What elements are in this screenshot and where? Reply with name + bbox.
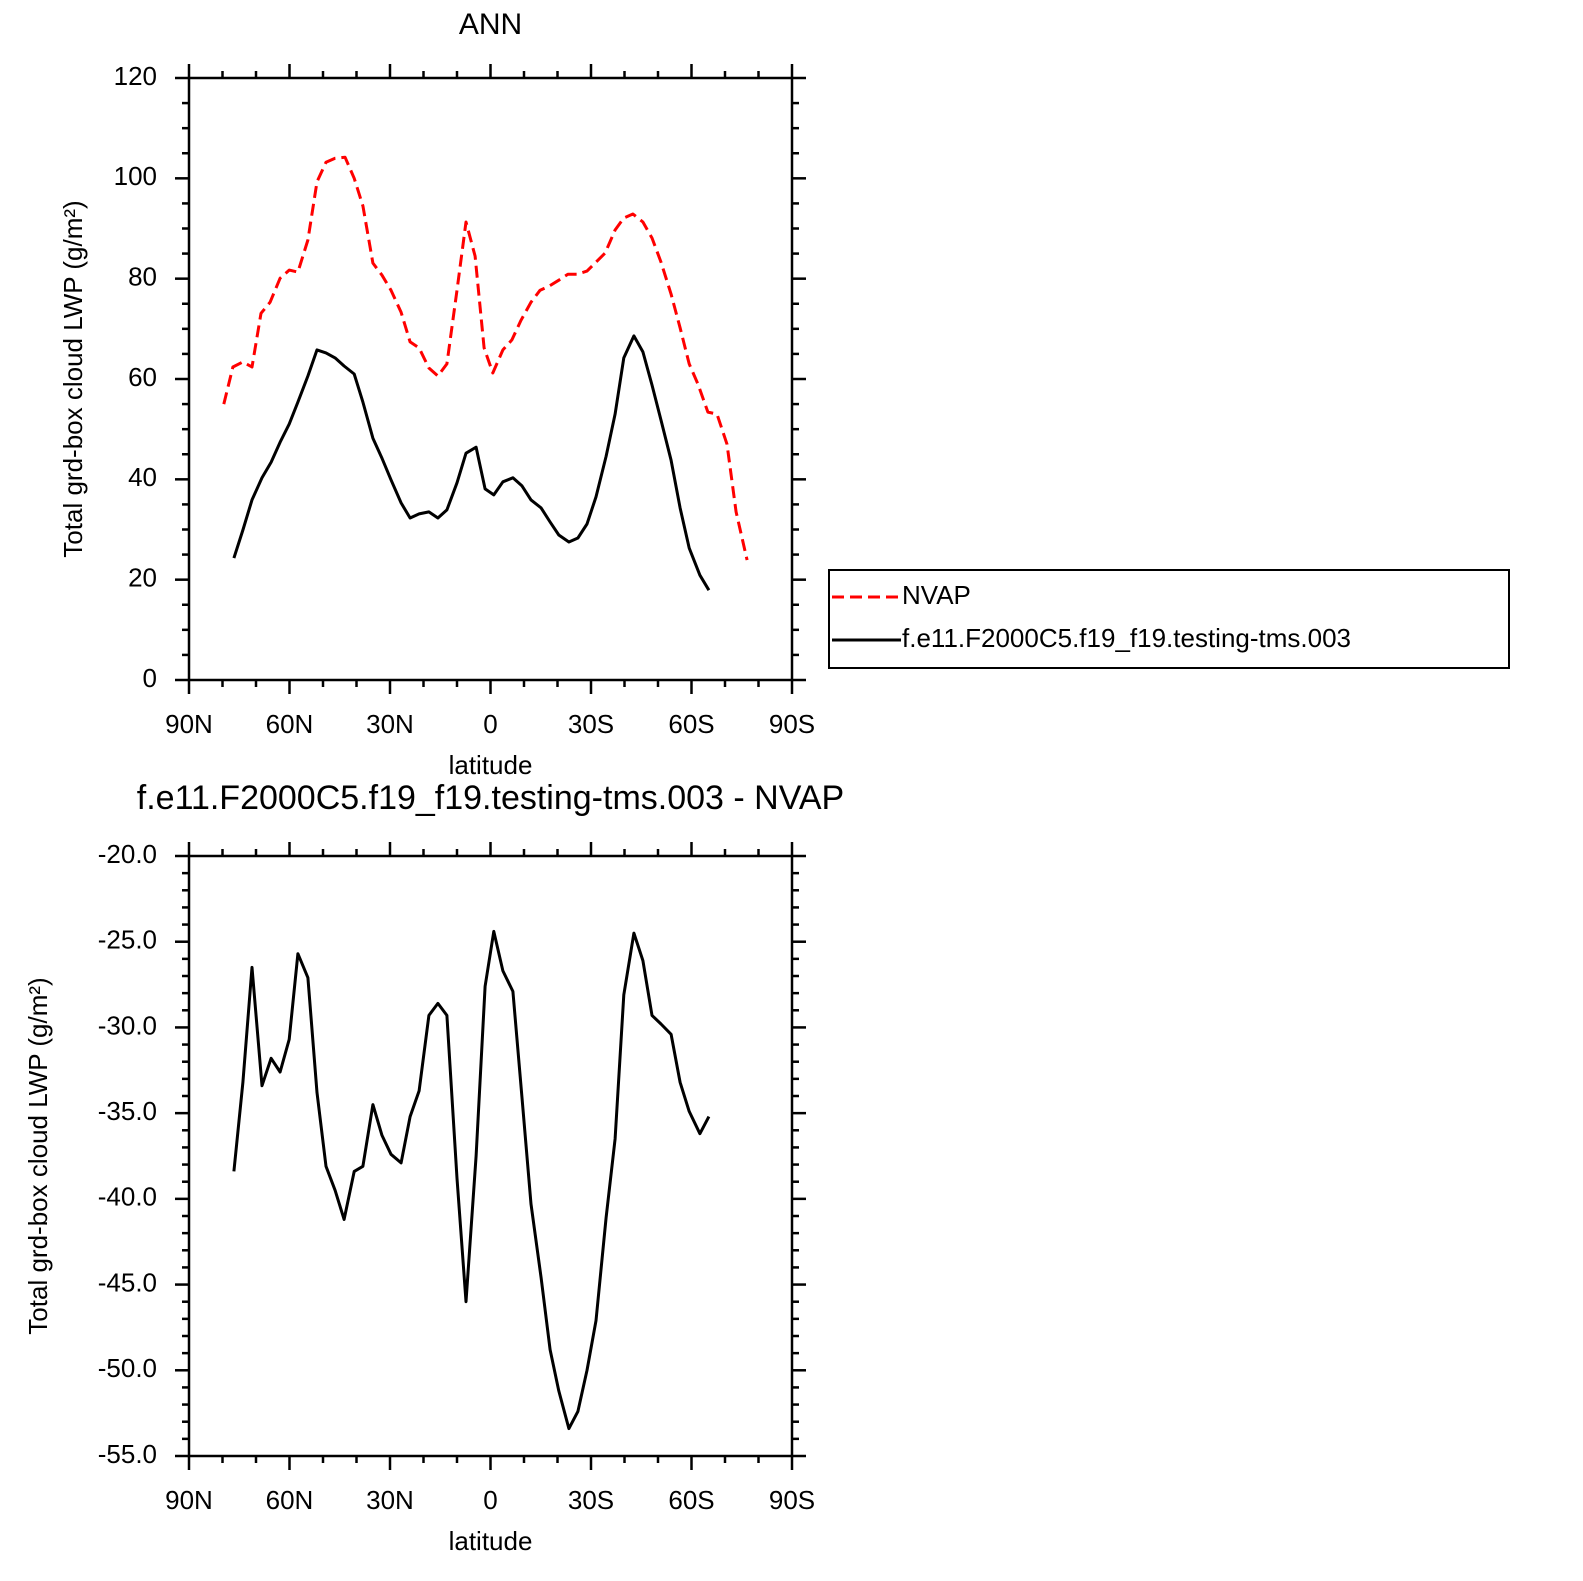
y-tick-label: 0 bbox=[143, 663, 157, 693]
x-axis-label: latitude bbox=[449, 750, 533, 780]
x-tick-label: 30S bbox=[568, 709, 614, 739]
chart-title: ANN bbox=[459, 8, 522, 41]
x-tick-label: 60N bbox=[266, 709, 314, 739]
y-tick-label: -50.0 bbox=[98, 1353, 157, 1383]
y-tick-label: -30.0 bbox=[98, 1010, 157, 1040]
x-axis-label: latitude bbox=[449, 1526, 533, 1556]
x-tick-label: 90S bbox=[769, 709, 815, 739]
x-tick-label: 90S bbox=[769, 1485, 815, 1515]
x-tick-label: 30S bbox=[568, 1485, 614, 1515]
legend-label: f.e11.F2000C5.f19_f19.testing-tms.003 bbox=[902, 623, 1351, 653]
plot-frame bbox=[187, 76, 794, 682]
y-axis-label: Total grd-box cloud LWP (g/m²) bbox=[58, 200, 88, 557]
x-tick-label: 30N bbox=[366, 1485, 414, 1515]
y-tick-label: -25.0 bbox=[98, 925, 157, 955]
y-tick-label: -55.0 bbox=[98, 1439, 157, 1469]
x-tick-label: 0 bbox=[483, 1485, 497, 1515]
x-tick-label: 60S bbox=[668, 709, 714, 739]
x-tick-label: 90N bbox=[165, 1485, 213, 1515]
x-tick-label: 30N bbox=[366, 709, 414, 739]
plot: f.e11.F2000C5.f19_f19.testing-tms.003 - … bbox=[23, 779, 844, 1556]
data-line bbox=[222, 155, 749, 561]
plot-frame bbox=[187, 854, 794, 1458]
y-tick-label: 60 bbox=[128, 362, 157, 392]
y-tick-label: -40.0 bbox=[98, 1182, 157, 1212]
data-line bbox=[232, 334, 711, 591]
legend-label: NVAP bbox=[902, 580, 971, 610]
plot: ANN latitude Total grd-box cloud LWP (g/m²… bbox=[58, 8, 1510, 780]
y-tick-label: 80 bbox=[128, 262, 157, 292]
legend-box bbox=[828, 569, 1510, 669]
x-tick-label: 60S bbox=[668, 1485, 714, 1515]
y-tick-label: -20.0 bbox=[98, 839, 157, 869]
y-tick-label: 40 bbox=[128, 462, 157, 492]
x-tick-label: 0 bbox=[483, 709, 497, 739]
y-tick-label: 120 bbox=[114, 61, 157, 91]
y-tick-label: -45.0 bbox=[98, 1267, 157, 1297]
data-line bbox=[232, 929, 711, 1431]
y-tick-label: 100 bbox=[114, 161, 157, 191]
x-tick-label: 90N bbox=[165, 709, 213, 739]
y-tick-label: -35.0 bbox=[98, 1096, 157, 1126]
y-axis-label: Total grd-box cloud LWP (g/m²) bbox=[23, 977, 53, 1334]
chart-title: f.e11.F2000C5.f19_f19.testing-tms.003 - … bbox=[137, 779, 844, 817]
legend: NVAP f.e11.F2000C5.f19_f19.testing-tms.00… bbox=[828, 569, 1510, 669]
y-tick-label: 20 bbox=[128, 563, 157, 593]
x-tick-label: 60N bbox=[266, 1485, 314, 1515]
